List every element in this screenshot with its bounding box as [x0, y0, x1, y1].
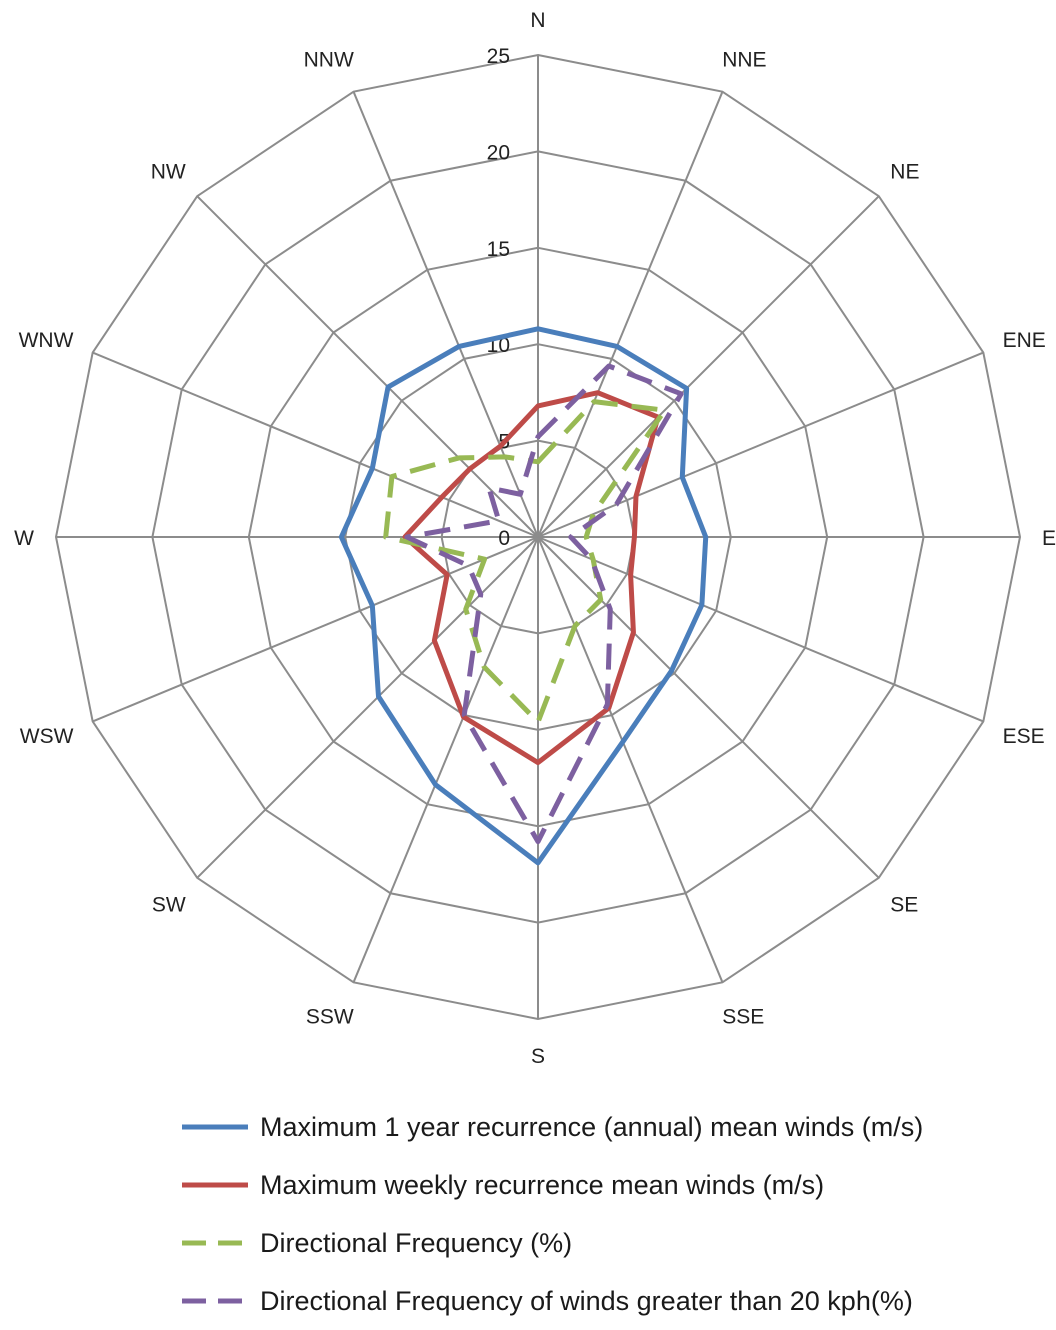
legend-item: Directional Frequency (%) [182, 1214, 1042, 1272]
direction-label: E [1042, 527, 1056, 550]
direction-label: NE [890, 161, 919, 184]
direction-label: NNE [722, 48, 766, 71]
legend-swatch-frequency [182, 1240, 248, 1246]
series-line [402, 390, 661, 766]
direction-label: ENE [1003, 329, 1046, 352]
legend-label: Maximum weekly recurrence mean winds (m/… [260, 1169, 825, 1200]
direction-label: NW [151, 161, 186, 184]
tick-label: 15 [487, 238, 510, 261]
series-line [338, 326, 709, 866]
grid-spoke [537, 536, 724, 983]
grid-spoke [537, 536, 880, 879]
grid-spoke [92, 351, 539, 538]
direction-label: ESE [1003, 725, 1045, 748]
tick-label: 25 [487, 45, 510, 68]
legend-label: Directional Frequency of winds greater t… [260, 1285, 913, 1316]
direction-label: WNW [19, 329, 74, 352]
legend-label: Directional Frequency (%) [260, 1227, 573, 1258]
grid-spoke [537, 351, 984, 538]
direction-label: SSW [306, 1006, 354, 1029]
tick-label: 20 [487, 141, 510, 164]
legend-item: Maximum 1 year recurrence (annual) mean … [182, 1098, 1042, 1156]
legend: Maximum 1 year recurrence (annual) mean … [182, 1098, 1042, 1330]
grid-spoke [537, 91, 724, 538]
direction-label: WSW [20, 725, 74, 748]
tick-label: 0 [498, 527, 510, 550]
direction-label: S [531, 1045, 545, 1068]
legend-label: Maximum 1 year recurrence (annual) mean … [260, 1111, 924, 1142]
direction-labels: N NNE NE ENE E ESE SE SSE S SSW SW WSW W WNW NW NNW [14, 9, 1056, 1068]
legend-item: Maximum weekly recurrence mean winds (m/… [182, 1156, 1042, 1214]
direction-label: NNW [304, 48, 354, 71]
grid-spoke [537, 195, 880, 538]
grid-spoke [352, 536, 539, 983]
series-line [404, 363, 684, 845]
radar-grid [54, 53, 1022, 1021]
series-line [383, 399, 668, 725]
series-lines [338, 326, 709, 866]
legend-swatch-annual [182, 1124, 248, 1130]
grid-spoke [92, 536, 539, 723]
grid-spoke [537, 536, 984, 723]
direction-label: SE [890, 893, 918, 916]
grid-spoke [352, 91, 539, 538]
direction-label: N [530, 9, 545, 32]
direction-label: SSE [722, 1006, 764, 1029]
legend-item: Directional Frequency of winds greater t… [182, 1272, 1042, 1330]
legend-swatch-weekly [182, 1182, 248, 1188]
direction-label: SW [152, 893, 186, 916]
legend-swatch-frequency-20kph [182, 1298, 248, 1304]
direction-label: W [14, 527, 34, 550]
grid-spoke [196, 195, 539, 538]
